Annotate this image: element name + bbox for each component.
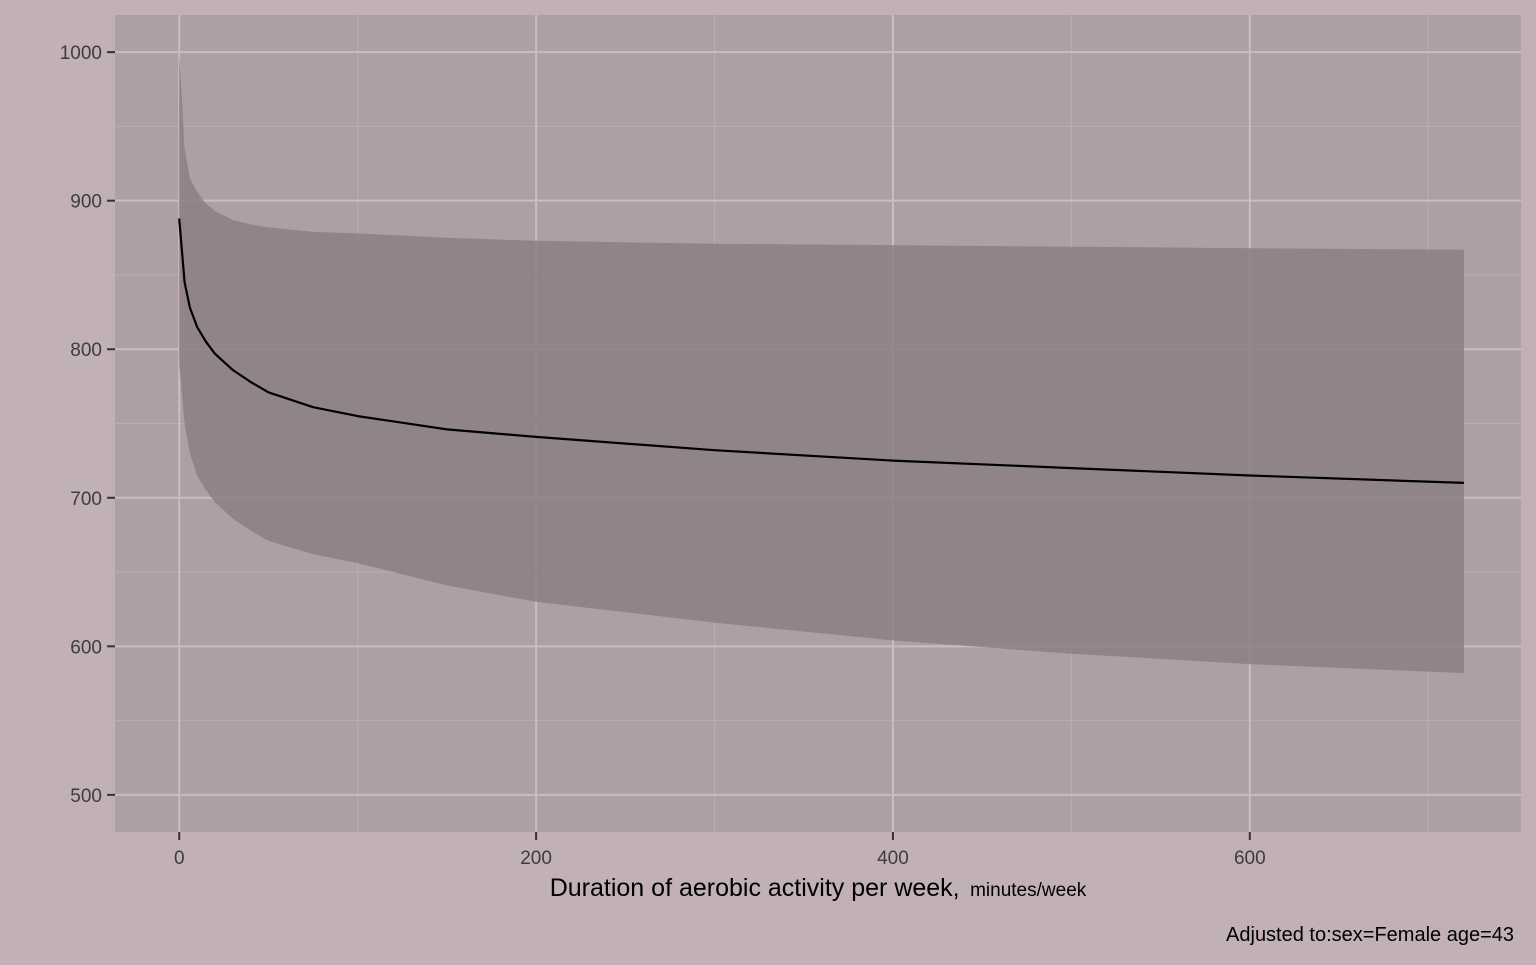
y-tick-label: 500: [70, 786, 102, 807]
x-tick-label: 600: [1234, 848, 1266, 869]
chart-caption: Adjusted to:sex=Female age=43: [1226, 924, 1514, 946]
x-axis-label-unit: minutes/week: [970, 880, 1087, 901]
x-axis-label-main: Duration of aerobic activity per week,: [550, 874, 960, 902]
y-tick-label: 800: [70, 340, 102, 361]
axes: 500 600 700 800 900 1000 0 200 400 600: [60, 43, 1266, 869]
series-line: [178, 218, 1464, 484]
x-tick-label: 400: [877, 848, 909, 869]
confidence-band-layer: [179, 52, 1464, 674]
y-tick-label: 600: [70, 637, 102, 658]
y-tick-label: 1000: [60, 43, 102, 64]
x-tick-label: 0: [174, 848, 185, 869]
x-tick-label: 200: [520, 848, 552, 869]
x-axis-label: Duration of aerobic activity per week, m…: [550, 874, 1087, 902]
confidence-band: [179, 52, 1464, 674]
y-tick-label: 900: [70, 192, 102, 213]
series-line-layer: [178, 218, 1464, 484]
y-tick-label: 700: [70, 489, 102, 510]
